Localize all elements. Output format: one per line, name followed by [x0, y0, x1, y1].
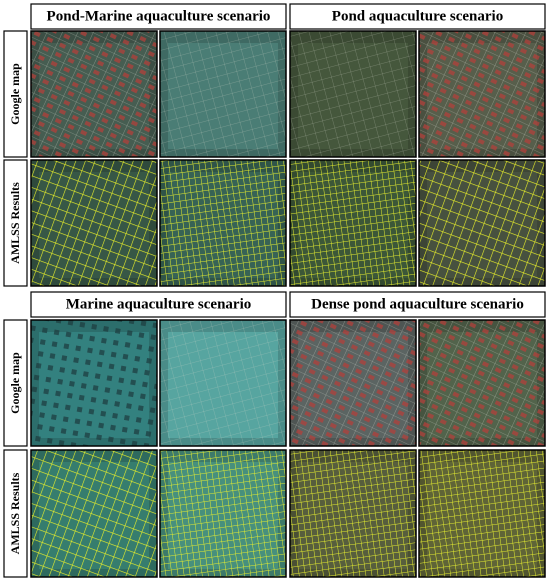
image-panel [30, 319, 158, 447]
scenario-title: Pond-Marine aquaculture scenario [47, 8, 271, 24]
image-frame [159, 319, 287, 447]
image-frame [418, 159, 546, 287]
scenario-title: Dense pond aquaculture scenario [311, 296, 524, 312]
row-label: AMLSS Results [8, 472, 22, 554]
image-panel [159, 319, 287, 447]
image-frame [418, 30, 546, 158]
title-box [30, 291, 287, 318]
image-frame [30, 319, 158, 447]
image-frame [159, 449, 287, 578]
row-label-box [3, 30, 28, 158]
image-overlay [160, 450, 286, 577]
image-overlay [419, 450, 545, 577]
panel-grid: Pond-Marine aquaculture scenario Pond aqu… [3, 3, 546, 578]
scenario-title: Marine aquaculture scenario [66, 296, 252, 312]
image-frame [289, 449, 417, 578]
image-frame [289, 319, 417, 447]
image-overlay [31, 320, 157, 446]
image-panel [30, 159, 158, 287]
image-frame [159, 159, 287, 287]
image-overlay [419, 31, 545, 157]
title-box [289, 3, 546, 30]
image-frame [30, 30, 158, 158]
image-panel [289, 449, 417, 578]
image-overlay [419, 160, 545, 286]
image-panel [289, 319, 417, 447]
image-panel [418, 30, 546, 158]
image-overlay [160, 31, 286, 157]
row-label: Google map [8, 352, 22, 414]
image-frame [418, 449, 546, 578]
row-label-box [3, 449, 28, 578]
image-overlay [290, 160, 416, 286]
title-box [30, 3, 287, 30]
image-frame [30, 449, 158, 578]
image-overlay [290, 450, 416, 577]
image-panel [159, 449, 287, 578]
image-panel [289, 30, 417, 158]
image-frame [159, 30, 287, 158]
scenario-title: Pond aquaculture scenario [332, 8, 503, 24]
image-overlay [419, 320, 545, 446]
image-overlay [290, 320, 416, 446]
title-box [289, 291, 546, 318]
image-panel [418, 159, 546, 287]
image-frame [289, 159, 417, 287]
image-frame [30, 159, 158, 287]
image-panel [289, 159, 417, 287]
image-overlay [31, 31, 157, 157]
image-overlay [31, 160, 157, 286]
image-panel [30, 449, 158, 578]
row-label: Google map [8, 63, 22, 125]
row-label: AMLSS Results [8, 182, 22, 264]
image-overlay [31, 450, 157, 577]
image-frame [289, 30, 417, 158]
image-panel [30, 30, 158, 158]
image-panel [418, 319, 546, 447]
image-panel [159, 30, 287, 158]
row-label-box [3, 159, 28, 287]
image-overlay [290, 31, 416, 157]
image-overlay [160, 160, 286, 286]
image-panel [418, 449, 546, 578]
image-panel [159, 159, 287, 287]
image-overlay [160, 320, 286, 446]
image-frame [418, 319, 546, 447]
row-label-box [3, 319, 28, 447]
